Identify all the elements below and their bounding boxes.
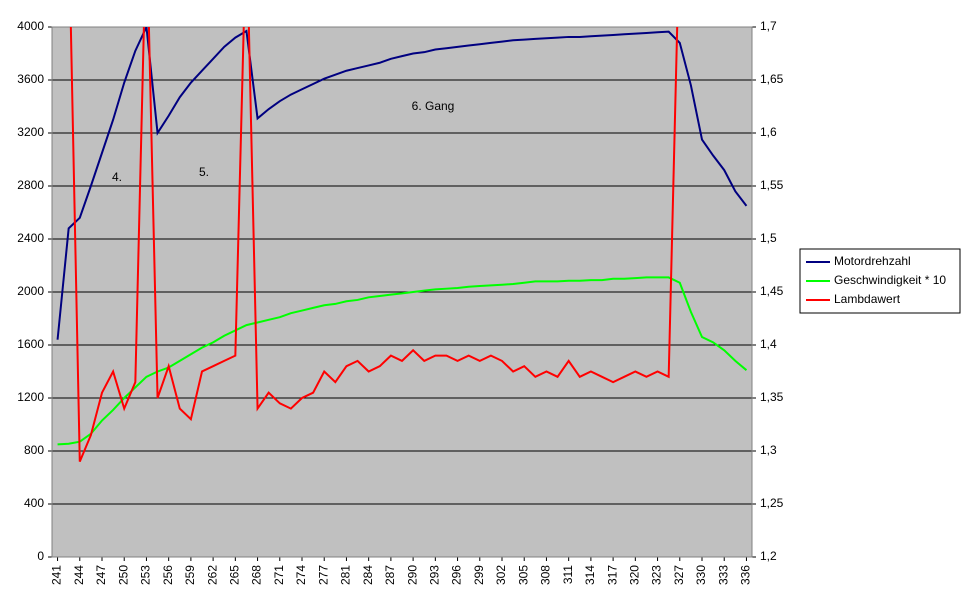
x-tick-label: 317 — [605, 565, 619, 585]
legend-label: Motordrehzahl — [834, 254, 911, 268]
x-tick-label: 259 — [183, 565, 197, 585]
x-tick-label: 274 — [294, 565, 308, 585]
y-tick-label: 3600 — [17, 72, 44, 86]
x-tick-label: 333 — [716, 565, 730, 585]
x-tick-label: 336 — [739, 565, 753, 585]
y2-tick-label: 1,35 — [760, 390, 784, 404]
series-line — [69, 27, 679, 462]
y-tick-label: 2000 — [17, 284, 44, 298]
x-tick-label: 256 — [161, 565, 175, 585]
x-tick-label: 296 — [450, 565, 464, 585]
y-tick-label: 800 — [24, 443, 44, 457]
y2-tick-label: 1,7 — [760, 19, 777, 33]
x-tick-label: 253 — [139, 565, 153, 585]
annotation: 4. — [112, 170, 122, 184]
x-tick-label: 281 — [339, 565, 353, 585]
y-tick-label: 0 — [37, 549, 44, 563]
y2-tick-label: 1,4 — [760, 337, 777, 351]
y2-tick-label: 1,2 — [760, 549, 777, 563]
legend-label: Lambdawert — [834, 292, 901, 306]
series-line — [57, 276, 748, 446]
plot-border — [51, 26, 753, 558]
x-tick-label: 293 — [428, 565, 442, 585]
x-tick-label: 268 — [250, 565, 264, 585]
y2-tick-label: 1,3 — [760, 443, 777, 457]
y2-tick-label: 1,65 — [760, 72, 784, 86]
x-tick-label: 311 — [561, 565, 575, 584]
x-tick-label: 308 — [539, 565, 553, 585]
x-tick-label: 323 — [650, 565, 664, 585]
y-tick-label: 1600 — [17, 337, 44, 351]
y2-tick-label: 1,25 — [760, 496, 784, 510]
y-tick-label: 3200 — [17, 125, 44, 139]
y2-tick-label: 1,55 — [760, 178, 784, 192]
x-tick-label: 241 — [50, 565, 64, 585]
y-tick-label: 4000 — [17, 19, 44, 33]
y2-tick-label: 1,45 — [760, 284, 784, 298]
x-tick-label: 287 — [383, 565, 397, 585]
x-tick-label: 299 — [472, 565, 486, 585]
y-tick-label: 400 — [24, 496, 44, 510]
x-tick-label: 262 — [205, 565, 219, 585]
x-tick-label: 330 — [694, 565, 708, 585]
y2-tick-label: 1,5 — [760, 231, 777, 245]
y-tick-label: 1200 — [17, 390, 44, 404]
y2-tick-label: 1,6 — [760, 125, 777, 139]
x-tick-label: 284 — [361, 565, 375, 585]
x-tick-label: 271 — [272, 565, 286, 585]
x-tick-label: 244 — [72, 565, 86, 585]
x-tick-label: 320 — [628, 565, 642, 585]
x-tick-label: 277 — [316, 565, 330, 585]
x-tick-label: 290 — [405, 565, 419, 585]
annotation: 6. Gang — [412, 99, 455, 113]
y-tick-label: 2400 — [17, 231, 44, 245]
x-tick-label: 247 — [94, 565, 108, 585]
x-tick-label: 314 — [583, 565, 597, 585]
x-tick-label: 265 — [228, 565, 242, 585]
x-tick-label: 305 — [516, 565, 530, 585]
annotation: 5. — [199, 165, 209, 179]
x-tick-label: 250 — [116, 565, 130, 585]
series-group — [56, 27, 748, 462]
series-line — [56, 27, 748, 340]
x-tick-label: 327 — [672, 565, 686, 585]
x-tick-label: 302 — [494, 565, 508, 585]
legend-label: Geschwindigkeit * 10 — [834, 273, 946, 287]
y-tick-label: 2800 — [17, 178, 44, 192]
